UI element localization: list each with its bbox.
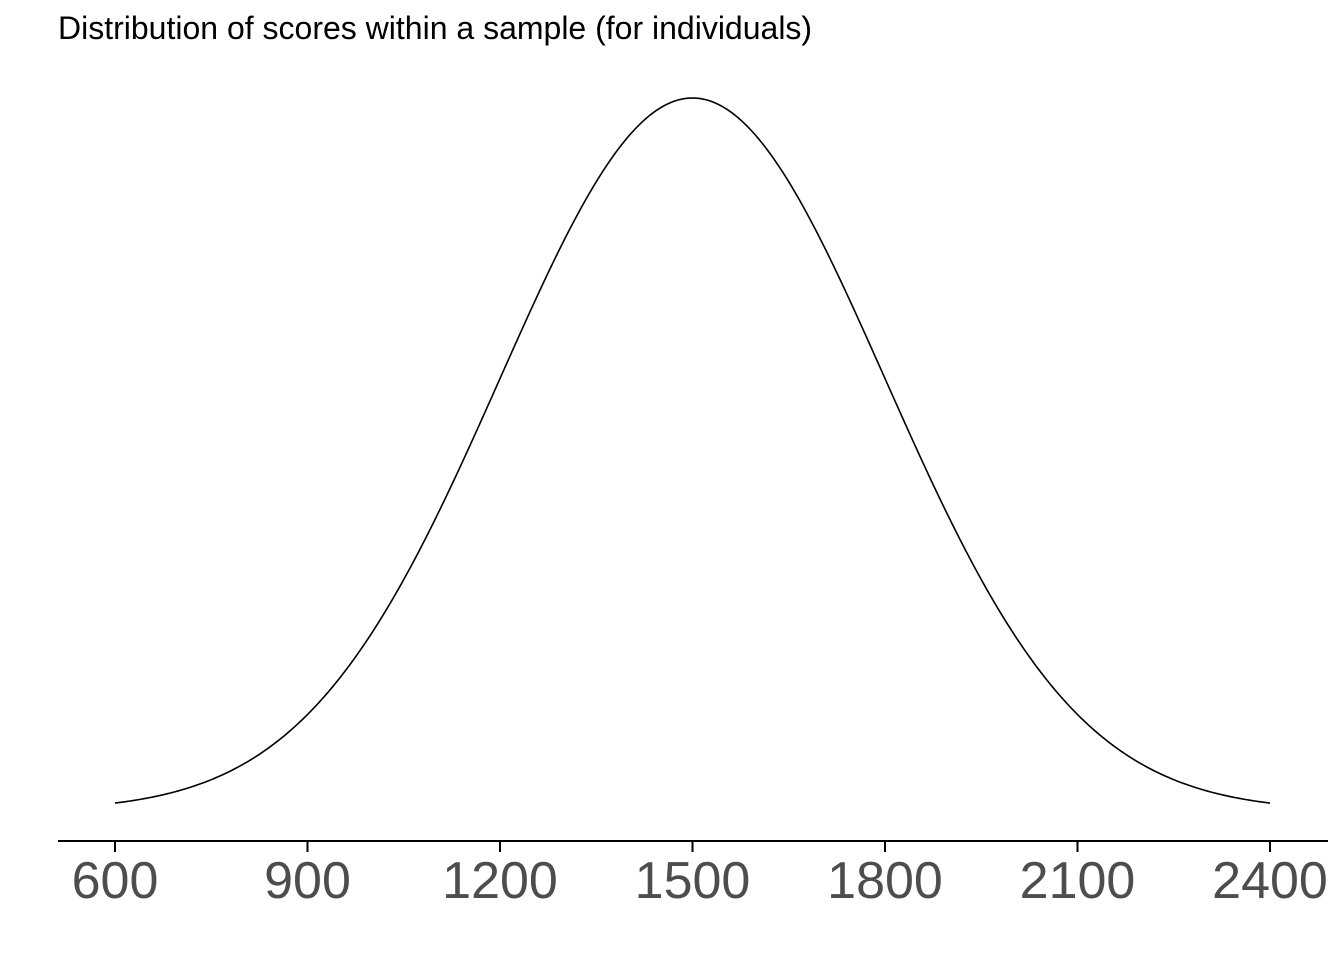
density-curve bbox=[114, 97, 1271, 804]
x-tick-label-2400: 2400 bbox=[1212, 852, 1328, 910]
x-tick-label-1800: 1800 bbox=[827, 852, 943, 910]
x-tick-label-600: 600 bbox=[72, 852, 159, 910]
curve-layer bbox=[114, 97, 1271, 804]
x-tick-label-900: 900 bbox=[264, 852, 351, 910]
x-tick-label-1200: 1200 bbox=[442, 852, 558, 910]
x-tick-label-2100: 2100 bbox=[1020, 852, 1136, 910]
chart-title: Distribution of scores within a sample (… bbox=[58, 10, 813, 46]
x-axis-ticks: 600 900 1200 1500 1800 2100 2400 bbox=[72, 841, 1328, 910]
x-tick-label-1500: 1500 bbox=[635, 852, 751, 910]
